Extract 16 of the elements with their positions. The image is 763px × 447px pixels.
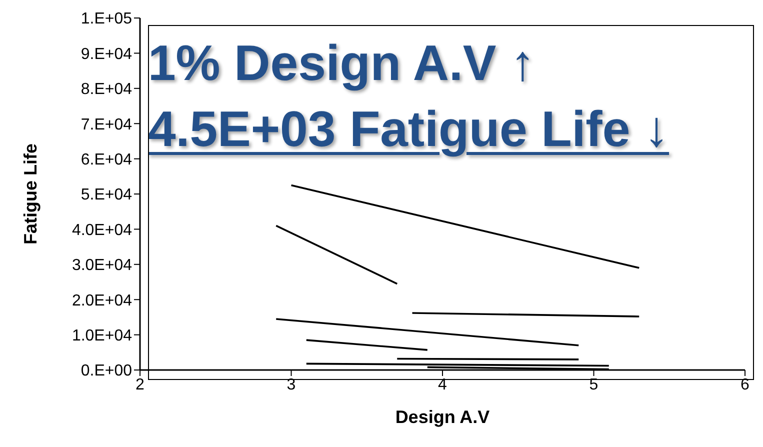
y-tick-label: 5.E+04	[80, 186, 132, 204]
x-tick-label: 2	[136, 376, 145, 394]
y-tick-label: 7.E+04	[80, 116, 132, 134]
y-tick-label: 4.0E+04	[72, 222, 132, 239]
annotation: 1% Design A.V ↑	[148, 34, 536, 93]
y-tick-label: 1.E+05	[80, 10, 132, 28]
y-tick-label: 9.E+04	[80, 46, 132, 63]
y-tick-label: 3.0E+04	[72, 257, 132, 274]
y-tick-label: 6.E+04	[80, 151, 132, 168]
y-tick-label: 1.0E+04	[72, 327, 132, 344]
y-axis-title: Fatigue Life	[20, 143, 40, 245]
y-tick-label: 8.E+04	[80, 81, 132, 98]
y-tick-label: 0.E+00	[80, 362, 132, 380]
annotation: 4.5E+03 Fatigue Life ↓	[148, 100, 670, 159]
x-axis-title: Design A.V	[395, 407, 490, 427]
y-tick-label: 2.0E+04	[72, 292, 132, 310]
